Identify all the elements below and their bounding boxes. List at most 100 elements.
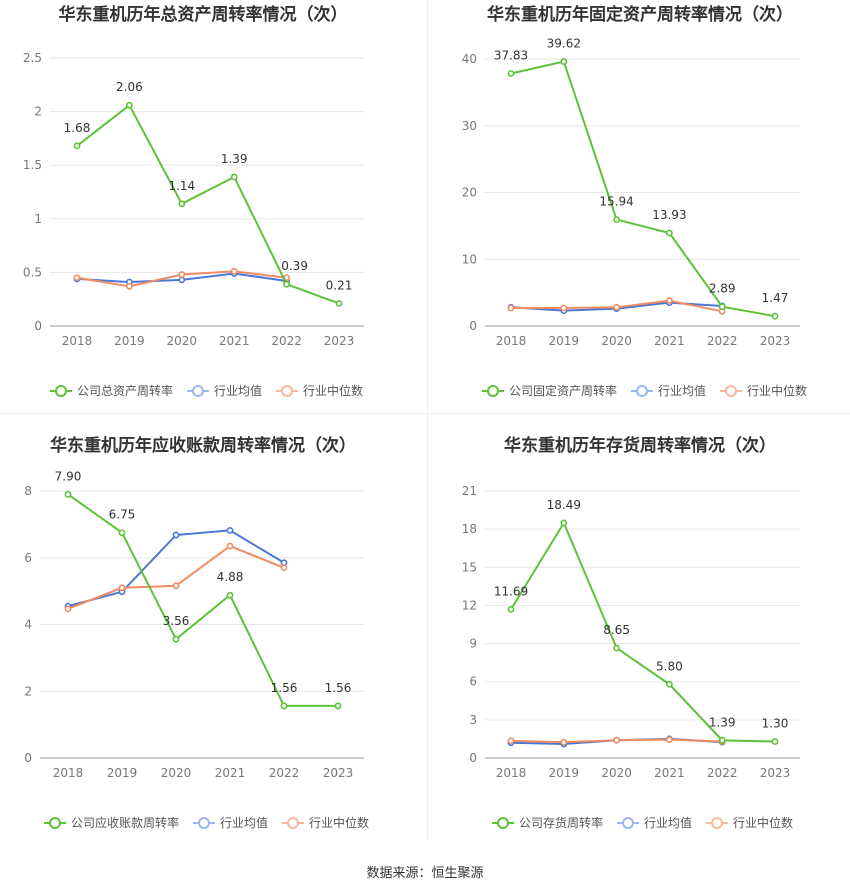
legend-label: 行业中位数	[309, 815, 369, 830]
data-label: 39.62	[547, 37, 581, 51]
x-tick-label: 2020	[161, 766, 192, 780]
legend-item-avg[interactable]: 行业均值	[187, 383, 262, 398]
data-point-company	[666, 229, 673, 237]
data-point-median	[666, 736, 673, 743]
x-tick-label: 2018	[496, 334, 527, 348]
data-point-median	[613, 736, 620, 744]
series-line-company	[76, 103, 340, 305]
vertical-divider	[427, 0, 428, 840]
data-point-company	[73, 142, 81, 150]
data-label: 1.39	[221, 152, 248, 166]
y-tick-label: 0	[469, 319, 477, 333]
data-label: 1.39	[709, 715, 736, 729]
x-tick-label: 2022	[271, 334, 302, 348]
data-point-company	[507, 70, 515, 77]
y-tick-label: 15	[462, 560, 477, 574]
x-tick-label: 2021	[654, 766, 685, 780]
y-tick-label: 0.5	[23, 265, 42, 279]
legend-item-company[interactable]: 公司存货周转率	[492, 815, 603, 830]
legend-item-company[interactable]: 公司总资产周转率	[50, 383, 173, 398]
x-tick-label: 2020	[167, 334, 198, 348]
legend-label: 公司应收账款周转率	[71, 815, 179, 830]
chart-title: 华东重机历年固定资产周转率情况（次）	[487, 4, 793, 25]
y-tick-label: 20	[462, 186, 477, 200]
x-tick-label: 2022	[269, 766, 300, 780]
data-label: 1.56	[271, 681, 298, 695]
series-line-company	[67, 493, 338, 707]
data-point-company	[771, 312, 779, 320]
data-point-company	[118, 529, 126, 537]
data-point-company	[613, 644, 620, 652]
legend-label: 行业均值	[644, 815, 692, 830]
x-tick-label: 2021	[219, 334, 250, 348]
data-point-company	[666, 680, 673, 688]
legend-item-median[interactable]: 行业中位数	[720, 383, 807, 398]
legend-marker	[711, 817, 723, 829]
data-point-avg	[226, 526, 234, 534]
data-point-company	[507, 605, 515, 613]
legend-marker	[55, 385, 67, 397]
legend-label: 公司总资产周转率	[77, 383, 173, 398]
legend-item-company[interactable]: 公司固定资产周转率	[482, 383, 617, 398]
data-point-company	[226, 591, 234, 599]
data-label: 15.94	[599, 195, 633, 209]
y-tick-label: 3	[469, 713, 477, 727]
legend-marker	[192, 385, 204, 397]
data-point-median	[125, 282, 133, 290]
chart-panel-2: 华东重机历年固定资产周转率情况（次） 0 10 20 30 40 2018 2019 2020 2…	[462, 4, 807, 398]
data-label: 13.93	[652, 208, 686, 222]
data-point-company	[64, 490, 72, 498]
legend-label: 行业均值	[658, 383, 706, 398]
data-point-company	[230, 173, 238, 181]
data-point-median	[73, 274, 81, 282]
x-tick-label: 2018	[53, 766, 84, 780]
legend-marker	[622, 817, 634, 829]
data-point-company	[125, 101, 133, 109]
data-source: 数据来源：恒生聚源	[366, 866, 484, 881]
x-tick-label: 2020	[601, 766, 632, 780]
data-point-company	[334, 702, 342, 710]
legend-label: 公司存货周转率	[519, 815, 603, 830]
chart-panel-3: 华东重机历年应收账款周转率情况（次） 0 2 4 6 8 2018 2019 2020 2021 2…	[24, 435, 369, 830]
data-point-median	[507, 737, 515, 745]
legend-item-company[interactable]: 公司应收账款周转率	[44, 815, 179, 830]
legend-label: 公司固定资产周转率	[509, 383, 617, 398]
x-tick-label: 2019	[549, 334, 580, 348]
legend-item-median[interactable]: 行业中位数	[706, 815, 793, 830]
legend-item-avg[interactable]: 行业均值	[631, 383, 706, 398]
legend-marker	[636, 385, 648, 397]
series-line-median	[67, 544, 285, 610]
legend-label: 行业均值	[220, 815, 268, 830]
data-label: 18.49	[547, 498, 581, 512]
y-tick-label: 2.5	[23, 51, 42, 65]
data-point-company	[613, 216, 620, 224]
x-tick-label: 2019	[114, 334, 145, 348]
legend-item-avg[interactable]: 行业均值	[617, 815, 692, 830]
data-label: 1.68	[64, 121, 91, 135]
data-point-company	[283, 280, 290, 288]
data-point-company	[771, 738, 779, 745]
y-tick-label: 1	[34, 212, 42, 226]
data-point-company	[560, 519, 568, 527]
legend-marker	[49, 817, 61, 829]
legend-label: 行业中位数	[747, 383, 807, 398]
legend-label: 行业均值	[214, 383, 262, 398]
legend-label: 行业中位数	[733, 815, 793, 830]
data-label: 2.06	[116, 80, 143, 94]
data-point-company	[560, 58, 568, 65]
y-tick-label: 0	[34, 319, 42, 333]
legend-item-median[interactable]: 行业中位数	[276, 383, 363, 398]
series-line-company	[510, 520, 776, 743]
legend-item-avg[interactable]: 行业均值	[193, 815, 268, 830]
data-label: 3.56	[163, 614, 190, 628]
data-label: 5.80	[656, 659, 683, 673]
x-tick-label: 2018	[62, 334, 93, 348]
data-point-median	[560, 304, 568, 312]
data-point-median	[118, 584, 126, 592]
data-point-company	[280, 702, 288, 710]
legend-item-median[interactable]: 行业中位数	[282, 815, 369, 830]
x-tick-label: 2021	[654, 334, 685, 348]
data-label: 0.39	[281, 259, 308, 273]
data-point-company	[718, 303, 726, 311]
